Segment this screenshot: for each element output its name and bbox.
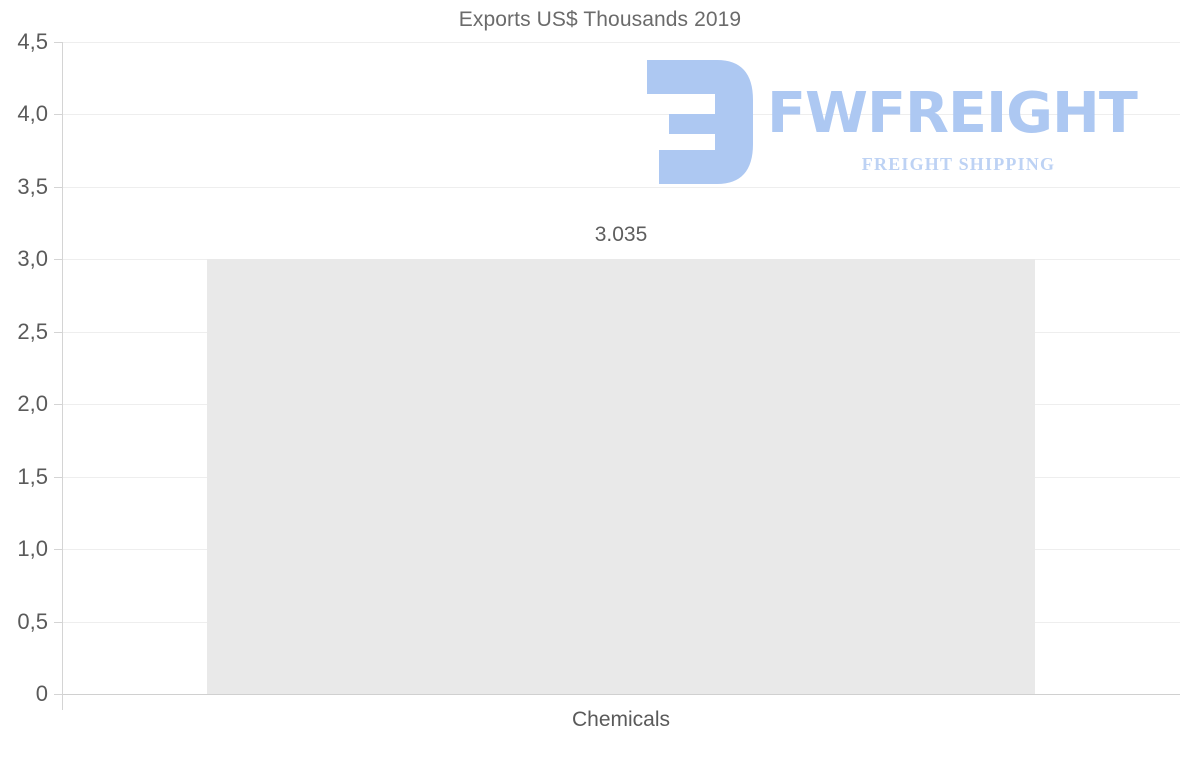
y-axis-tick-label: 4,0 (17, 101, 48, 127)
y-axis-tick-mark (54, 549, 62, 551)
y-axis-tick-mark (54, 186, 62, 188)
category-label: Chemicals (571, 708, 671, 731)
gridline (62, 114, 1180, 116)
y-axis-tick-mark (54, 404, 62, 406)
bar[interactable] (207, 259, 1035, 694)
y-axis-tick-mark (54, 621, 62, 623)
chart-title: Exports US$ Thousands 2019 (458, 8, 742, 31)
y-axis-tick-label: 1,5 (17, 463, 48, 489)
y-axis-tick-mark (54, 42, 62, 43)
y-axis-tick-label: 2,0 (17, 391, 48, 417)
y-axis-tick-labels: 0 0,5 1,0 1,5 2,0 2,5 3,0 3,5 4,0 4,5 (0, 0, 48, 763)
gridline (62, 42, 1180, 43)
y-axis-tick-label: 0,5 (17, 608, 48, 634)
y-axis-tick-mark (54, 694, 62, 695)
y-axis-tick-mark (54, 114, 62, 116)
y-axis-line (62, 42, 63, 710)
y-axis-tick-label: 3,0 (17, 246, 48, 272)
y-axis-tick-label: 2,5 (17, 318, 48, 344)
y-axis-tick-mark (54, 259, 62, 261)
plot-area (62, 42, 1180, 695)
gridline (62, 186, 1180, 188)
bar-value-label: 3.035 (594, 223, 648, 247)
y-axis-tick-label: 0 (35, 681, 48, 706)
y-axis-tick-label: 4,5 (17, 29, 48, 54)
y-axis-tick-label: 3,5 (17, 173, 48, 199)
axis-baseline (62, 694, 1180, 695)
y-axis-tick-mark (54, 331, 62, 333)
y-axis-tick-label: 1,0 (17, 536, 48, 562)
y-axis-tick-mark (54, 476, 62, 478)
